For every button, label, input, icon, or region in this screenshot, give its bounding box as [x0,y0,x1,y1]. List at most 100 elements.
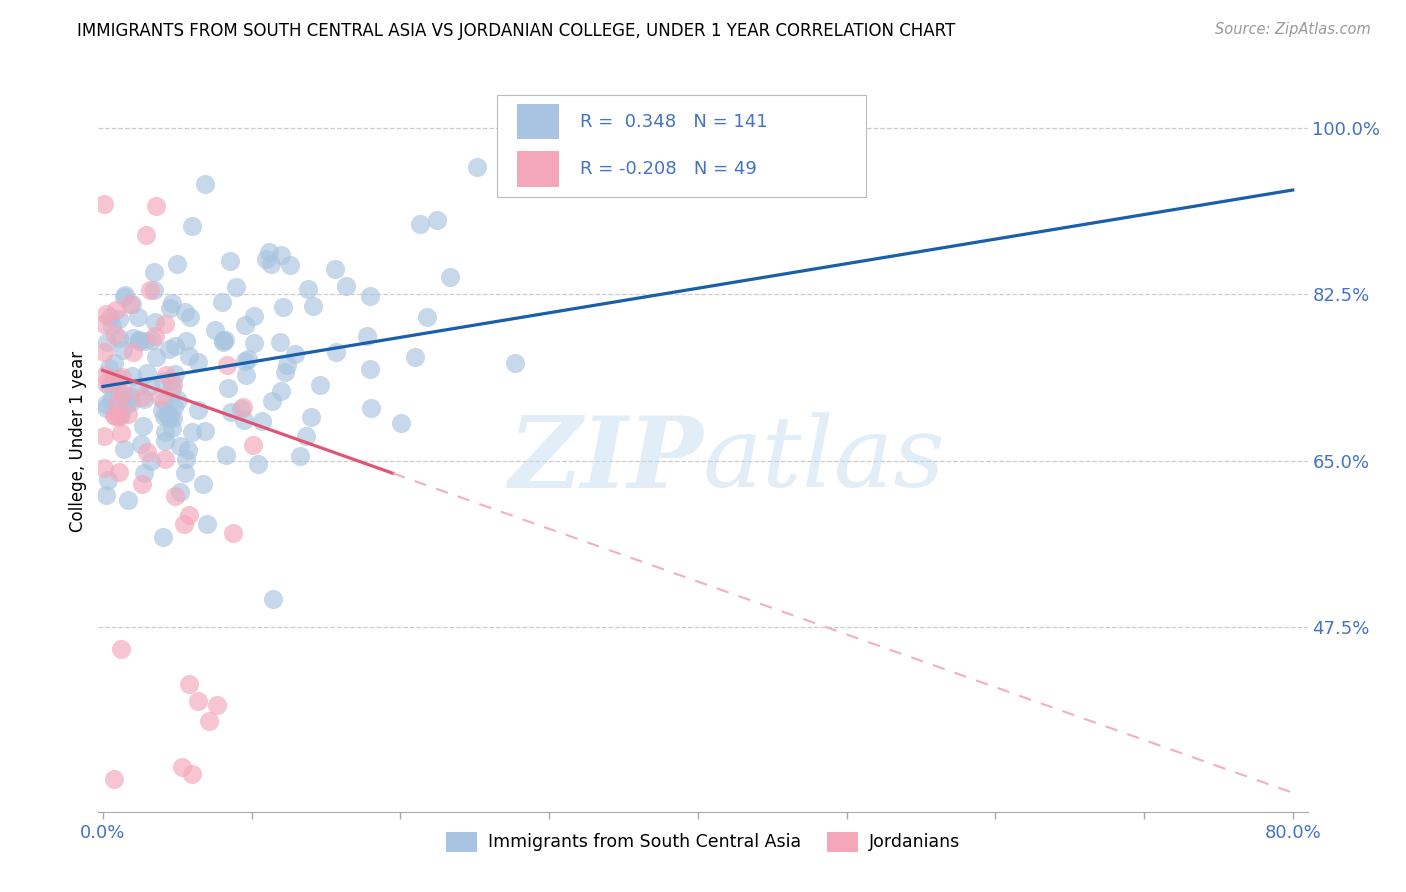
Point [94,368,117,382]
Point [93,317,115,331]
Point [141,454,163,468]
Point [118,389,141,403]
Point [270,248,292,262]
Point [157,343,180,357]
Point [100,318,122,333]
Point [204,323,226,337]
Point [180,219,202,233]
Point [152,530,174,544]
Point [103,409,125,423]
Point [112,442,135,456]
Point [211,294,233,309]
Point [107,394,129,409]
Point [132,392,155,406]
Point [103,772,125,787]
Point [325,344,347,359]
Point [135,228,157,243]
Point [194,424,217,438]
Point [262,592,284,607]
Point [503,356,526,370]
Point [110,642,132,657]
Point [108,311,131,326]
Point [173,517,195,532]
Point [153,451,176,466]
Point [117,493,139,508]
Point [302,299,325,313]
Point [94,401,117,415]
Point [160,421,183,435]
Point [159,301,181,316]
Point [284,346,307,360]
Point [112,388,135,402]
Point [120,297,142,311]
Point [260,257,283,271]
Point [215,448,238,462]
Point [235,368,257,382]
Point [270,384,292,398]
Legend: Immigrants from South Central Asia, Jordanians: Immigrants from South Central Asia, Jord… [439,824,967,859]
Point [111,386,134,401]
Point [153,434,176,448]
Point [214,333,236,347]
Point [517,178,540,193]
Point [276,359,298,373]
Point [177,443,200,458]
Point [273,366,295,380]
Point [114,287,136,301]
Point [93,460,115,475]
Point [356,329,378,343]
Point [415,310,437,324]
Point [152,374,174,388]
Point [117,407,139,421]
Point [100,376,122,390]
Point [162,411,184,425]
Point [269,335,291,350]
Point [211,335,233,350]
Point [335,279,357,293]
Point [218,254,240,268]
Point [254,252,277,266]
Point [156,408,179,422]
Point [159,410,181,425]
Point [278,258,301,272]
Point [163,400,186,414]
Text: Source: ZipAtlas.com: Source: ZipAtlas.com [1215,22,1371,37]
Point [107,331,129,345]
Point [143,283,166,297]
Point [117,397,139,411]
Text: ZIP: ZIP [508,412,703,508]
Point [180,425,202,439]
Point [166,257,188,271]
Point [179,310,201,325]
Point [295,428,318,442]
Point [165,489,187,503]
Point [93,344,115,359]
Point [219,405,242,419]
Point [225,279,247,293]
Point [169,484,191,499]
Point [359,362,381,376]
Point [132,418,155,433]
Point [174,452,197,467]
Point [153,317,176,331]
Point [426,212,449,227]
Point [172,760,194,774]
Point [100,310,122,325]
Point [439,270,461,285]
Point [187,694,209,708]
Point [215,358,238,372]
Point [121,345,143,359]
Point [152,393,174,408]
Point [217,381,239,395]
Point [252,415,274,429]
Point [325,262,347,277]
Point [207,698,229,712]
Point [187,354,209,368]
Text: atlas: atlas [703,412,946,508]
Point [149,390,172,404]
Point [167,392,190,407]
Point [233,318,256,332]
Point [198,714,221,728]
Point [360,401,382,415]
Point [145,199,167,213]
